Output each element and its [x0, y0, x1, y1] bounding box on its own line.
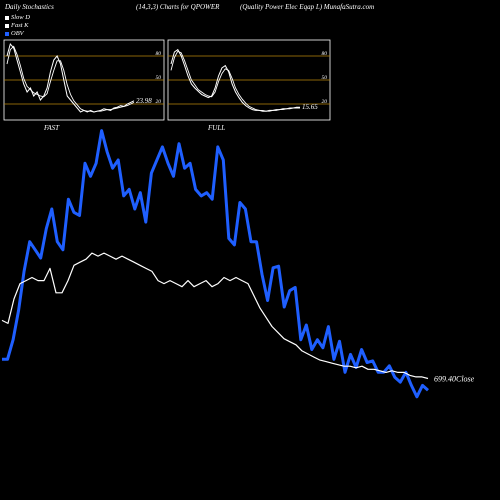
legend-swatch-obv	[5, 31, 9, 36]
obv-line	[2, 129, 429, 399]
legend-fast-k: Fast K	[5, 22, 29, 29]
chart-type-title: Daily Stochastics	[5, 3, 54, 11]
close-value-label: 699.40Close	[434, 374, 475, 383]
full-level-label-50: 50	[322, 75, 328, 81]
fast-level-label-50: 50	[156, 75, 162, 81]
company-title: (Quality Power Elec Eqap L) MunafaSutra.…	[240, 3, 375, 11]
legend-label-slow-d: Slow D	[11, 14, 30, 21]
full-level-label-80: 80	[322, 51, 328, 57]
fast-level-label-80: 80	[156, 51, 162, 57]
close-line	[1, 252, 429, 380]
full-level-label-20: 20	[322, 99, 328, 105]
fast-level-label-20: 20	[156, 99, 162, 105]
fast-value-label: 23.98	[136, 97, 152, 105]
legend-label-obv: OBV	[11, 30, 24, 37]
full-panel-label: FULL	[208, 124, 226, 132]
fast-series-slow-d	[6, 45, 135, 113]
legend-label-fast-k: Fast K	[11, 22, 29, 29]
legend-swatch-slow-d	[5, 15, 9, 20]
full-value-label: 15.65	[302, 103, 318, 111]
fast-series-fast-k	[6, 42, 135, 113]
chart-params-title: (14,3,3) Charts for QPOWER	[136, 3, 220, 11]
legend-obv: OBV	[5, 30, 24, 37]
legend-swatch-fast-k	[5, 23, 9, 28]
full-series-slow-d	[170, 50, 300, 112]
legend-slow-d: Slow D	[5, 14, 30, 21]
fast-panel-label: FAST	[44, 124, 60, 132]
